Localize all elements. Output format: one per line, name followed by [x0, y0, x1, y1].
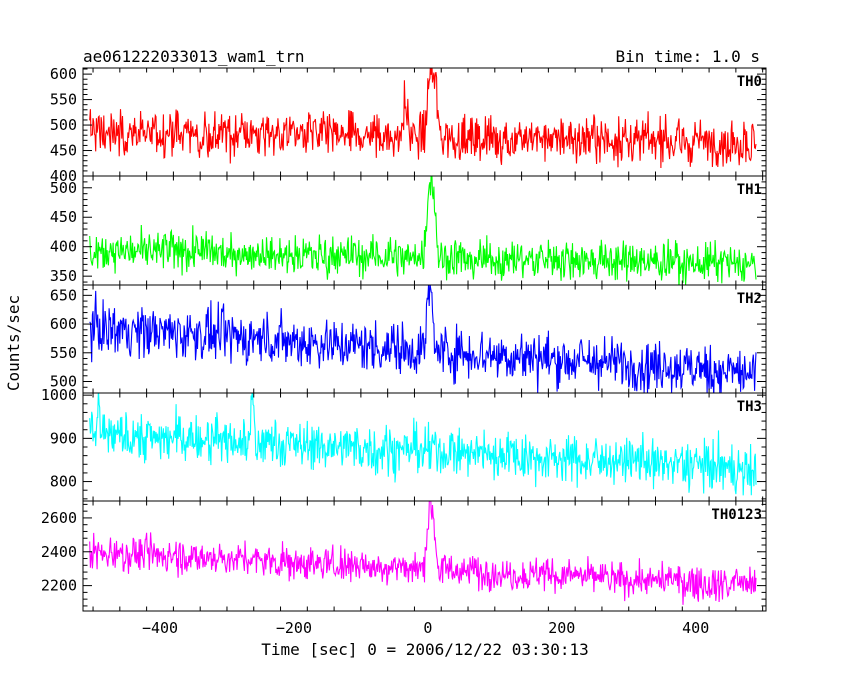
panel-label-th0: TH0: [737, 74, 762, 90]
panel-th0123: 2200 2400 2600 TH0123: [41, 500, 767, 612]
panel-label-th2: TH2: [737, 291, 762, 307]
y-tick-label: 450: [50, 142, 77, 160]
panel-th2: 500 550 600 650 TH2: [50, 284, 767, 394]
x-tick-label: −400: [142, 619, 178, 637]
y-tick-label: 2600: [41, 509, 77, 527]
y-tick-label: 600: [50, 65, 77, 83]
panel-label-th3: TH3: [737, 399, 762, 415]
y-tick-label: 500: [50, 373, 77, 391]
y-tick-label: 900: [50, 429, 77, 447]
panel-th3: 800 900 1000 TH3: [41, 386, 767, 502]
x-tick-label: −200: [276, 619, 312, 637]
y-tick-label: 600: [50, 315, 77, 333]
y-tick-label: 450: [50, 208, 77, 226]
y-tick-label: 650: [50, 286, 77, 304]
y-tick-label: 500: [50, 116, 77, 134]
series-line-th1: [89, 176, 757, 285]
header-left-title: ae061222033013_wam1_trn: [83, 47, 305, 66]
x-tick-label: 400: [682, 619, 709, 637]
x-axis-title: Time [sec] 0 = 2006/12/22 03:30:13: [261, 640, 589, 659]
y-tick-label: 2400: [41, 543, 77, 561]
series-line-th0123: [89, 501, 757, 605]
panel-th1: 350 400 450 500 TH1: [50, 175, 767, 286]
y-axis-title: Counts/sec: [4, 295, 23, 391]
panel-label-th0123: TH0123: [711, 507, 762, 523]
panel-th0: 400 450 500 550 600 TH0: [50, 65, 767, 185]
y-tick-label: 1000: [41, 386, 77, 404]
y-tick-label: 400: [50, 238, 77, 256]
y-tick-label: 500: [50, 179, 77, 197]
series-line-th0: [89, 68, 757, 169]
panel-frame: [82, 500, 767, 612]
y-tick-label: 800: [50, 473, 77, 491]
y-tick-label: 550: [50, 91, 77, 109]
y-tick-label: 400: [50, 167, 77, 185]
x-tick-label: 0: [423, 619, 432, 637]
y-tick-label: 550: [50, 344, 77, 362]
panels-group: 400 450 500 550 600 TH0 350 400 450 500 TH1 500 550 6…: [41, 65, 767, 637]
header-bin-time: Bin time: 1.0 s: [616, 47, 761, 66]
y-tick-label: 2200: [41, 577, 77, 595]
panel-label-th1: TH1: [737, 182, 762, 198]
series-line-th3: [89, 393, 757, 496]
x-tick-label: 200: [548, 619, 575, 637]
y-tick-label: 350: [50, 267, 77, 285]
series-line-th2: [89, 285, 757, 393]
